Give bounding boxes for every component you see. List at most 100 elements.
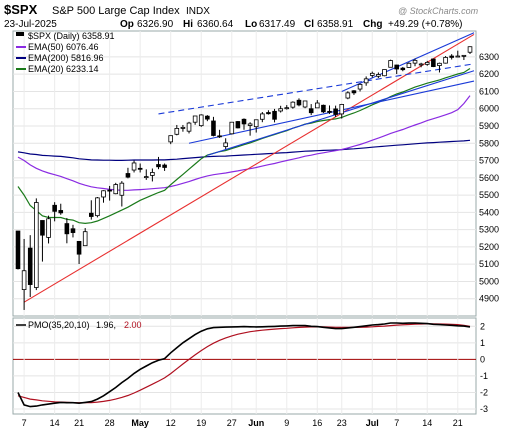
- candle: [339, 103, 345, 119]
- candle-body-up: [46, 218, 51, 238]
- candle: [211, 116, 216, 137]
- candle-body-up: [339, 104, 345, 115]
- candle: [125, 167, 131, 179]
- candle-body-down: [125, 173, 131, 178]
- candle-body-up: [113, 184, 119, 195]
- candle: [241, 118, 247, 130]
- x-tick-label: May: [131, 418, 149, 428]
- candle-body-down: [235, 121, 241, 129]
- candle: [376, 72, 381, 78]
- candle: [406, 62, 412, 68]
- candle: [327, 105, 332, 114]
- candle: [235, 120, 241, 129]
- candle: [321, 104, 326, 114]
- candle-body-down: [351, 90, 357, 94]
- candle: [308, 104, 314, 116]
- candle: [162, 163, 167, 171]
- candle: [34, 198, 39, 291]
- candle: [357, 83, 363, 92]
- candle: [58, 203, 64, 215]
- pmo-tick-label: 0: [480, 354, 485, 364]
- candle: [192, 115, 198, 125]
- candle: [278, 105, 283, 113]
- high-value: 6360.64: [197, 19, 234, 30]
- candle-body-up: [186, 122, 192, 132]
- candle-body-down: [431, 58, 436, 67]
- x-tick-label: 28: [105, 418, 115, 428]
- candle-body-down: [27, 247, 33, 285]
- candle: [284, 105, 290, 110]
- pmo-legend: PMO(35,20,10) 1.96, 2.00: [16, 320, 142, 330]
- price-tick-label: 4900: [479, 294, 499, 304]
- candle-body-up: [34, 202, 39, 288]
- candle-body-up: [180, 126, 186, 129]
- x-tick-label: 7: [394, 418, 399, 428]
- price-tick-label: 6100: [479, 86, 499, 96]
- x-tick-label: 23: [337, 418, 347, 428]
- candle-body-down: [137, 167, 143, 170]
- symbol-title: $SPX: [4, 2, 38, 17]
- candle: [443, 56, 448, 64]
- candle: [467, 46, 473, 54]
- candle-body-down: [217, 135, 222, 138]
- trendline-blue: [341, 32, 475, 92]
- candle: [394, 64, 399, 75]
- candle-body-down: [327, 110, 332, 113]
- candle: [302, 100, 308, 109]
- ohlc-readout: Op 6326.90 Hi 6360.64 Lo 6317.49 Cl 6358…: [120, 19, 463, 30]
- legend-pmo-value: 1.96,: [96, 320, 116, 330]
- x-tick-label: 12: [166, 418, 176, 428]
- price-tick-label: 5500: [479, 190, 499, 200]
- price-tick-label: 5000: [479, 276, 499, 286]
- candle: [107, 185, 112, 201]
- candle-body-down: [52, 204, 57, 212]
- candle: [345, 91, 351, 100]
- candle: [290, 101, 296, 109]
- candle: [40, 220, 45, 262]
- close-label: Cl: [304, 19, 314, 30]
- pmo-panel: [12, 317, 477, 415]
- price-tick-label: 5600: [479, 173, 499, 183]
- candle: [369, 71, 375, 78]
- pmo-tick-label: -3: [480, 404, 488, 414]
- candle-body-up: [21, 270, 27, 290]
- x-tick-label: Jul: [366, 418, 379, 428]
- pmo-tick-label: 2: [480, 321, 485, 331]
- price-legend-swatch: [16, 32, 24, 36]
- price-grid: [13, 31, 476, 316]
- candle-body-up: [198, 114, 204, 127]
- candle: [52, 202, 57, 222]
- candle-body-down: [296, 99, 302, 106]
- price-panel: [12, 30, 477, 317]
- candle: [113, 182, 119, 195]
- candle: [205, 115, 210, 122]
- pmo-tick-label: -1: [480, 371, 488, 381]
- candle: [461, 54, 467, 61]
- pmo-lines: [17, 322, 471, 408]
- candle: [156, 156, 161, 170]
- candle-body-up: [260, 113, 265, 120]
- candle-body-up: [278, 108, 283, 112]
- candle-body-up: [315, 102, 320, 109]
- exchange-label: INDX: [186, 6, 210, 17]
- candle: [388, 59, 393, 68]
- candle: [418, 62, 424, 68]
- candle-body-down: [89, 212, 94, 217]
- price-tick-label: 6300: [479, 52, 499, 62]
- candle: [180, 124, 186, 132]
- candle-body-down: [70, 228, 76, 233]
- candle-body-down: [266, 112, 271, 115]
- price-tick-label: 6000: [479, 104, 499, 114]
- ema200-line: [17, 139, 471, 161]
- watermark: @ StockCharts.com: [398, 6, 479, 16]
- price-tick-label: 5700: [479, 156, 499, 166]
- candle-body-up: [143, 176, 149, 179]
- candle-body-up: [253, 119, 259, 128]
- high-label: Hi: [183, 19, 193, 30]
- candle: [150, 168, 155, 182]
- low-label: Lo: [245, 19, 257, 30]
- x-tick-label: 14: [50, 418, 60, 428]
- candle-body-up: [388, 60, 393, 68]
